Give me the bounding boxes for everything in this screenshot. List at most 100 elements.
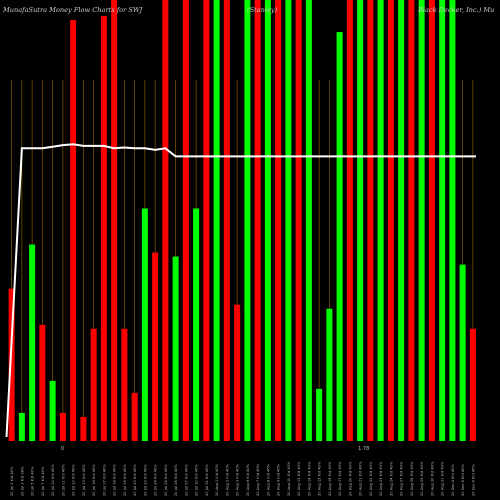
x-tick-label: 20 Aug 6 Kid 40% [246,463,250,496]
x-tick-label: 20 Aug 15 Kid 40% [318,461,322,496]
x-tick-label: 20 Jul 27 Kid 40% [184,464,188,496]
x-tick-label: 20 Aug 27 Kid 40% [400,461,404,496]
bar [459,264,466,441]
bar [111,0,118,441]
bar [223,0,230,441]
bar [387,0,394,441]
x-tick-label: 20 Aug 3 Kid 40% [236,463,240,496]
x-tick-label: 20 Jul 20 Kid 40% [133,464,137,496]
x-tick-label: 20 Aug 10 Kid 40% [287,461,291,496]
bar [141,208,148,441]
x-tick-label: 20 Aug 21 Kid 40% [359,461,363,496]
x-tick-label: 20 Jul 2 Kid 40% [10,466,14,496]
x-tick-label: 20 Jul 17 Kid 40% [102,464,106,496]
x-tick-label: 20 Jul 30 Kid 40% [195,464,199,496]
x-tick-label: 20 Aug 31 Kid 40% [441,461,445,496]
x-tick-label: 20 Jul 3 Kid 38% [20,466,24,496]
x-tick-label: 20 Jul 25 Kid 40% [164,464,168,496]
bar [439,0,446,441]
x-tick-labels: 20 Jul 2 Kid 40% 20 Jul 3 Kid 38% 20 Jul 5… [10,461,475,496]
x-tick-label: 20 Aug 30 Kid 40% [430,461,434,496]
bar [275,0,282,441]
bar [234,304,241,441]
x-tick-label: 20 Aug 17 Kid 40% [338,461,342,496]
bar [377,0,384,441]
bar [49,380,56,441]
x-tick-label: 20 Aug 2 Kid 40% [225,463,229,496]
bar [305,0,312,441]
x-tick-label: 20 Jul 12 Kid 40% [72,464,76,496]
bar [59,412,66,441]
bar [264,0,271,441]
bar [357,0,364,441]
x-tick-label: 20 Jul 5 Kid 40% [31,466,35,496]
x-tick-label: 20 Jul 16 Kid 40% [92,464,96,496]
x-tick-label: 20 Jul 23 Kid 40% [143,464,147,496]
x-tick-label: 20 Aug 28 Kid 40% [410,461,414,496]
x-tick-label: 20 Sep 6 Kid 40% [471,464,475,496]
bar [18,412,25,441]
x-tick-label: 20 Aug 8 Kid 40% [266,463,270,496]
bar [203,0,210,441]
x-tick-label: 20 Aug 9 Kid 40% [277,463,281,496]
bar [172,256,179,441]
x-tick-label: 20 Aug 14 Kid 40% [307,461,311,496]
x-tick-label: 20 Aug 24 Kid 40% [389,461,393,496]
bar [131,392,138,441]
bar [193,208,200,441]
marker-label: 1.78 [358,446,369,452]
chart-title-middle: (Stanley) [247,6,278,14]
bar [90,328,97,441]
bar [213,0,220,441]
x-tick-label: 20 Jul 31 Kid 40% [205,464,209,496]
bar [408,0,415,441]
x-tick-label: 20 Jul 13 Kid 40% [82,464,86,496]
bar [367,0,374,441]
x-tick-label: 20 Aug 7 Kid 40% [256,463,260,496]
bar [336,32,343,442]
x-tick-label: 20 Aug 22 Kid 40% [369,461,373,496]
bar [8,288,15,441]
bar [162,0,169,441]
bar [39,324,46,441]
marker-label: 0 [61,446,64,452]
x-tick-label: 20 Jul 26 Kid 40% [174,464,178,496]
bar [295,0,302,441]
bar [152,252,159,441]
x-tick-label: 20 Aug 20 Kid 40% [348,461,352,496]
bar [326,308,333,441]
x-tick-label: 20 Jul 7 Kid 40% [41,466,45,496]
x-tick-label: 20 Sep 5 Kid 40% [461,464,465,496]
x-tick-label: 20 Jul 10 Kid 40% [51,464,55,496]
bar [244,0,251,441]
bar [29,244,36,441]
bar [449,0,456,441]
bar [285,0,292,441]
markers: 0 1.78 [61,446,369,452]
x-tick-label: 20 Jul 18 Kid 40% [113,464,117,496]
bar [182,0,189,441]
x-tick-label: 20 Jul 19 Kid 40% [123,464,127,496]
bar [100,16,107,441]
x-tick-label: 20 Sep 4 Kid 40% [451,464,455,496]
bar [428,0,435,441]
bar [121,328,128,441]
x-tick-label: 20 Aug 1 Kid 40% [215,463,219,496]
x-tick-label: 20 Aug 23 Kid 40% [379,461,383,496]
bar [346,0,353,441]
x-tick-label: 20 Aug 13 Kid 40% [297,461,301,496]
bar [418,0,425,441]
money-flow-line [5,143,476,438]
bars [8,0,476,442]
bar [316,388,323,441]
x-tick-label: 20 Aug 16 Kid 40% [328,461,332,496]
bar [469,328,476,441]
bar [70,20,77,442]
x-tick-label: 20 Jul 24 Kid 40% [154,464,158,496]
chart-title-right: Black Decker, Inc.) Mu [417,6,494,14]
bar [80,416,87,441]
bar [254,0,261,441]
chart-title: MunafaSutra Money Flow Charts for SWJ [2,6,143,14]
bar [398,0,405,441]
